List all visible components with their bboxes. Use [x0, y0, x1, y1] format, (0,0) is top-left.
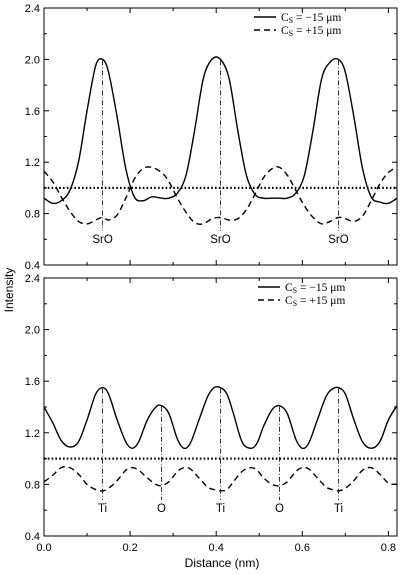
x-tick-label: 0.6	[295, 542, 310, 554]
plot-frame	[43, 7, 398, 266]
solid-series-line	[43, 385, 398, 450]
x-axis-label: Distance (nm)	[185, 556, 260, 570]
legend-label: CS = +15 μm	[285, 295, 345, 308]
y-tick-label: 1.6	[25, 376, 40, 388]
y-tick-label: 2.4	[25, 273, 40, 285]
panel-2: Ti O Ti O Ti 0.4 0.8 1.2 1.6 2.0 2.4 0.0 0.2 0.4 0.6 0.…	[25, 273, 398, 554]
y-tick-label: 0.8	[25, 209, 40, 221]
atom-label: Ti	[334, 503, 343, 515]
x-tick-label: 0.2	[122, 542, 137, 554]
atom-label: O	[275, 503, 284, 515]
dashed-series-line	[43, 166, 398, 225]
y-tick-label: 0.4	[25, 260, 40, 272]
y-tick-label: 1.2	[25, 428, 40, 440]
legend-label: CS = −15 μm	[285, 282, 345, 295]
solid-series-line	[43, 56, 398, 205]
atom-label: SrO	[210, 234, 231, 246]
y-tick-label: 1.6	[25, 106, 40, 118]
atom-label: Ti	[98, 503, 107, 515]
y-tick-label: 0.8	[25, 479, 40, 491]
y-tick-label: 1.2	[25, 157, 40, 169]
x-tick-label: 0.0	[36, 542, 51, 554]
y-axis-label: Intensity	[2, 268, 16, 313]
y-tick-label: 2.0	[25, 54, 40, 66]
atom-label: O	[157, 503, 166, 515]
legend-label: CS = −15 μm	[281, 12, 341, 25]
legend-label: CS = +15 μm	[281, 25, 341, 38]
x-tick-label: 0.8	[381, 542, 396, 554]
x-tick-label: 0.4	[209, 542, 224, 554]
plot-frame	[43, 277, 398, 537]
y-tick-label: 2.0	[25, 325, 40, 337]
atom-label: SrO	[328, 234, 349, 246]
atom-label: Ti	[216, 503, 225, 515]
y-tick-label: 2.4	[25, 3, 40, 15]
atom-label: SrO	[92, 234, 113, 246]
panel-1: SrO SrO SrO 0.4 0.8 1.2 1.6 2.0 2.4 CS = −15 μmCS…	[25, 3, 398, 272]
y-tick-label: 0.4	[25, 531, 40, 543]
